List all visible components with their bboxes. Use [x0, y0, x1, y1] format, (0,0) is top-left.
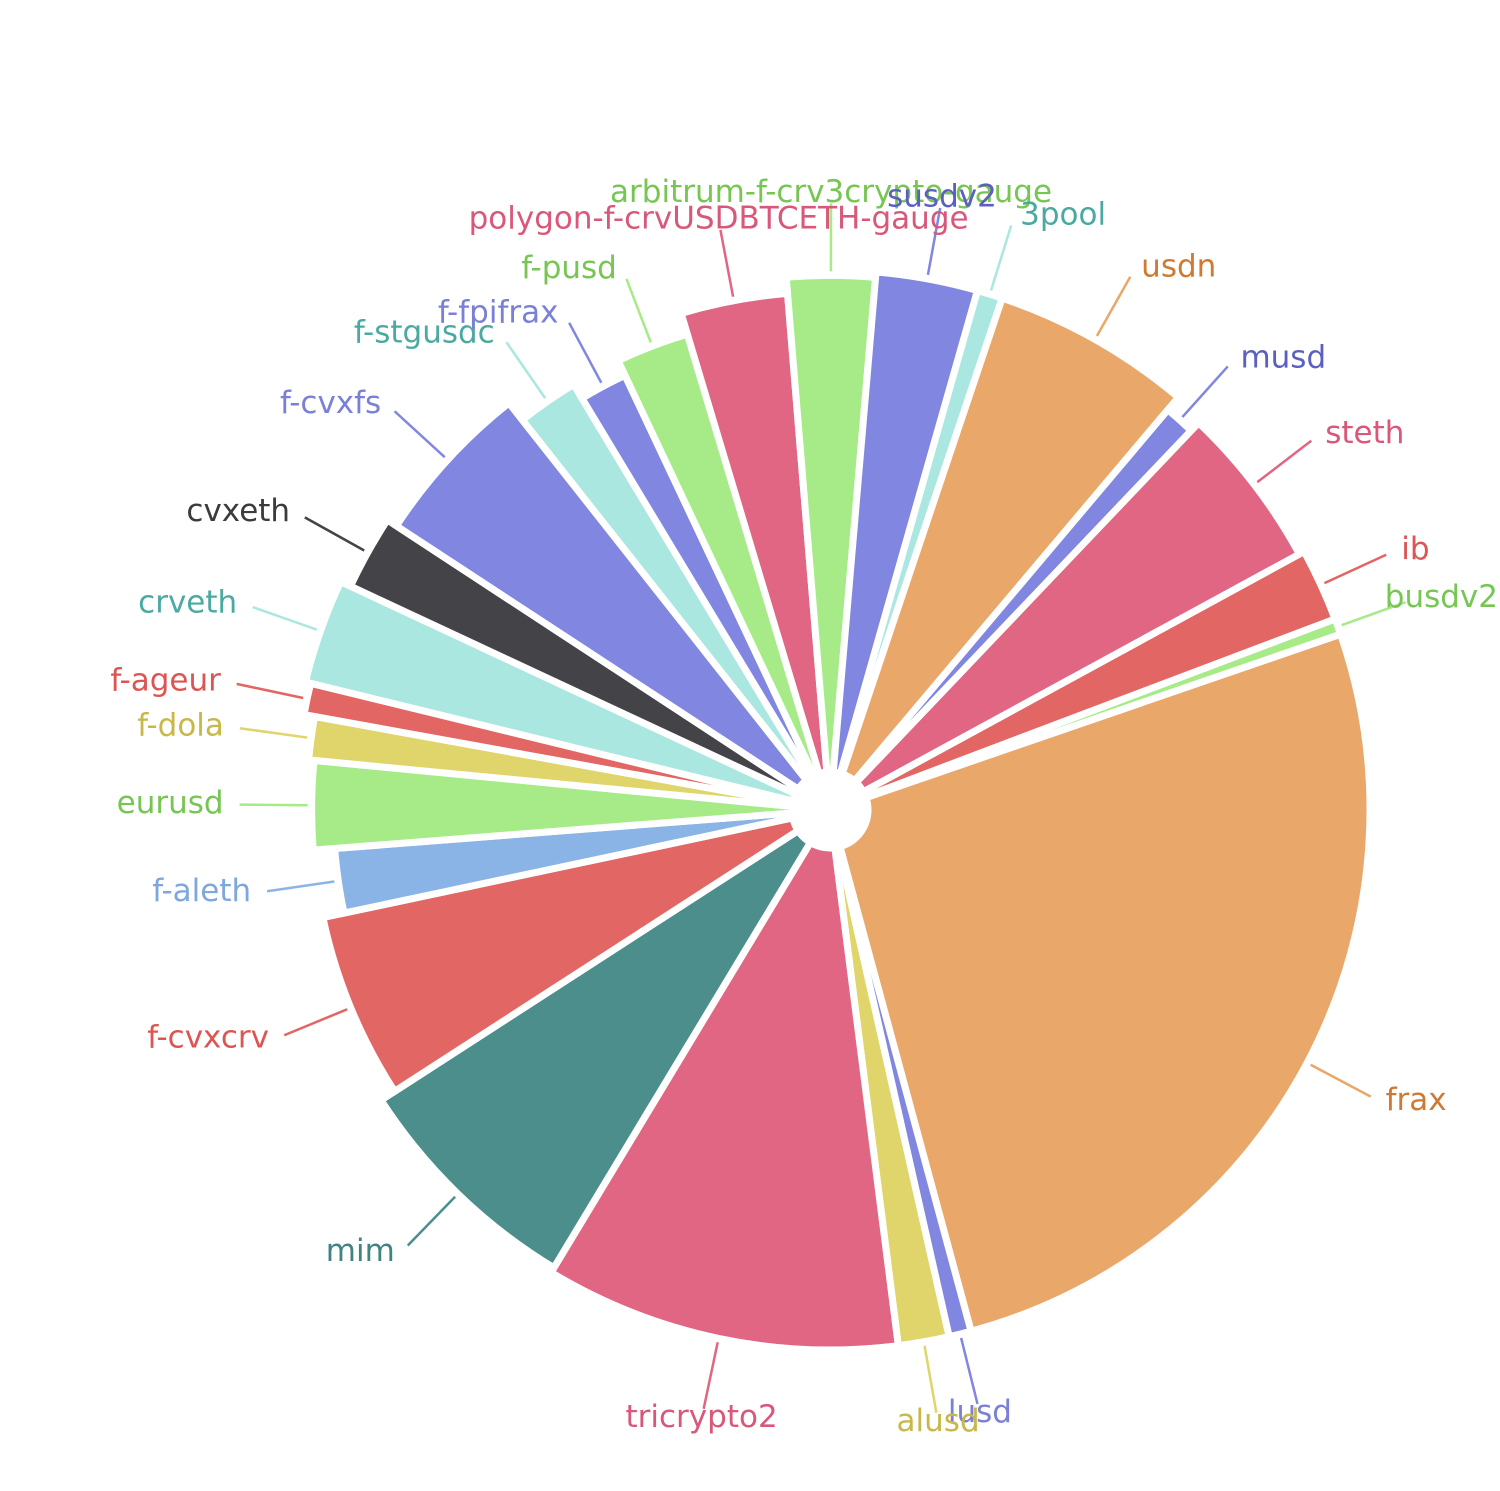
slice-label-f-fpifrax: f-fpifrax	[438, 295, 559, 331]
slice-label-f-stgusdc: f-stgusdc	[354, 314, 495, 350]
pie-slice-busdv2	[861, 614, 1346, 803]
slice-label-f-cvxcrv: f-cvxcrv	[147, 1020, 269, 1056]
slice-label-crveth: crveth	[138, 584, 237, 620]
pie-slice-frax	[835, 629, 1374, 1336]
leader-line-f-cvxfs	[393, 410, 446, 459]
leader-line-busdv2	[1341, 600, 1407, 627]
slice-label-arbitrum-f-crv3crypto-gauge: arbitrum-f-crv3crypto-gauge	[610, 174, 1052, 210]
leader-line-polygon-f-crvusdbtceth-gauge	[719, 229, 735, 297]
slice-label-tricrypto2: tricrypto2	[626, 1399, 778, 1435]
leader-line-crveth	[252, 605, 318, 631]
pie-slice-usdn	[837, 293, 1184, 786]
leader-line-3pool	[989, 225, 1013, 291]
slice-label-f-cvxfs: f-cvxfs	[280, 385, 381, 421]
leader-line-susdv2	[926, 207, 942, 276]
leader-line-lusd	[959, 1337, 979, 1405]
slice-label-f-dola: f-dola	[137, 707, 224, 743]
slice-label-musd: musd	[1240, 339, 1326, 375]
pie-slice-mim	[376, 825, 816, 1273]
slice-label-ib: ib	[1401, 531, 1429, 567]
slice-label-busdv2: busdv2	[1385, 579, 1498, 615]
pie-slice-tricrypto2	[546, 837, 903, 1354]
pie-slice-steth	[851, 417, 1305, 797]
leader-line-f-aleth	[266, 880, 335, 893]
leader-line-eurusd	[239, 803, 308, 807]
slice-label-f-ageur: f-ageur	[110, 662, 221, 698]
leader-line-f-pusd	[625, 278, 652, 343]
slice-label-polygon-f-crvusdbtceth-gauge: polygon-f-crvUSDBTCETH-gauge	[469, 201, 969, 237]
leader-line-f-stgusdc	[505, 341, 547, 399]
leader-line-mim	[406, 1195, 457, 1247]
leader-line-frax	[1310, 1063, 1372, 1098]
pie-slice-crveth	[301, 577, 801, 806]
slice-label-3pool: 3pool	[1020, 196, 1106, 232]
slice-label-frax: frax	[1386, 1082, 1447, 1118]
leader-line-steth	[1256, 439, 1313, 484]
slice-label-usdn: usdn	[1141, 249, 1216, 285]
slice-label-cvxeth: cvxeth	[186, 493, 290, 529]
leader-line-f-fpifrax	[568, 322, 603, 384]
slice-label-susdv2: susdv2	[887, 179, 997, 215]
leader-line-f-dola	[239, 726, 308, 739]
leader-line-f-cvxcrv	[283, 1008, 348, 1037]
slice-label-mim: mim	[326, 1233, 395, 1269]
leader-line-ib	[1323, 553, 1387, 585]
leader-line-usdn	[1095, 276, 1132, 337]
slice-label-eurusd: eurusd	[117, 785, 224, 821]
leader-line-alusd	[923, 1345, 938, 1413]
slice-label-f-pusd: f-pusd	[521, 250, 617, 286]
slice-label-alusd: alusd	[897, 1403, 980, 1439]
leader-line-f-ageur	[236, 682, 304, 700]
leader-line-cvxeth	[304, 516, 365, 552]
pie-slice-cvxeth	[345, 515, 804, 799]
pie-slice-f-cvxfs	[391, 398, 812, 795]
slice-label-lusd: lusd	[948, 1394, 1012, 1430]
slice-label-steth: steth	[1325, 415, 1404, 451]
leader-line-musd	[1181, 365, 1229, 418]
pie-slice-f-cvxcrv	[318, 813, 803, 1097]
leader-line-tricrypto2	[702, 1342, 719, 1410]
slice-label-f-aleth: f-aleth	[152, 873, 251, 909]
